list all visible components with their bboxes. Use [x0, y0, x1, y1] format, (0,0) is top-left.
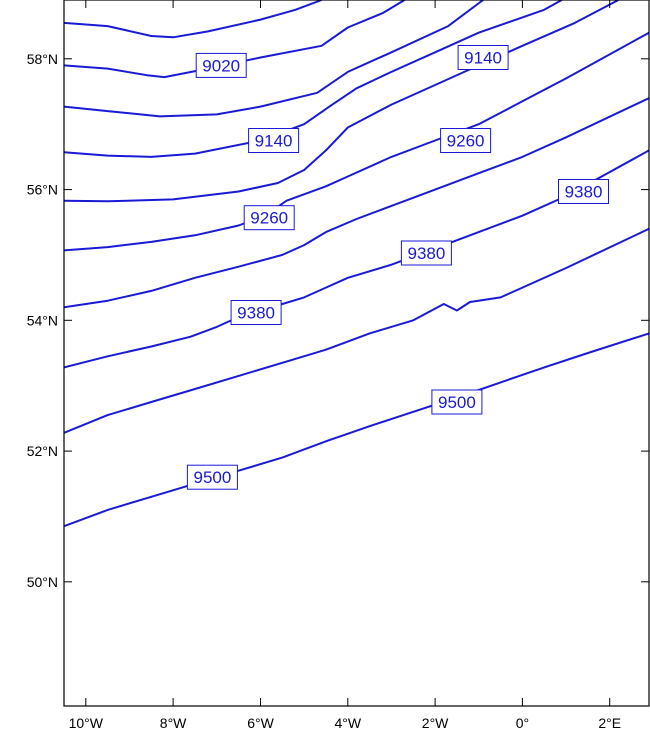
contour-label-9500: 9500: [186, 464, 238, 490]
contour-label-text: 9380: [565, 183, 603, 202]
contour-label-text: 9380: [237, 304, 275, 323]
x-tick-label: 8°W: [160, 715, 187, 731]
contour-line-9140: [64, 0, 563, 158]
x-tick-label: 2°E: [598, 715, 621, 731]
plot-frame: [63, 0, 650, 707]
contour-label-box: [230, 300, 282, 325]
contour-label-9260: 9260: [440, 128, 492, 153]
contour-label-text: 9500: [193, 468, 231, 487]
x-tick-label: 6°W: [247, 715, 274, 731]
contour-line-9200: [64, 0, 619, 203]
contour-label-9020: 9020: [195, 52, 247, 78]
y-tick-label: 58°N: [27, 51, 58, 67]
x-tick-label: 0°: [516, 715, 529, 731]
contour-label-text: 9020: [202, 56, 240, 75]
contour-label-9140: 9140: [457, 45, 509, 70]
y-tick-label: 50°N: [27, 574, 58, 590]
contour-label-text: 9380: [407, 244, 445, 263]
contour-label-text: 9140: [464, 49, 502, 68]
contour-label-9140: 9140: [248, 128, 300, 153]
x-axis: 10°W 8°W 6°W 4°W 2°W 0° 2°E: [69, 0, 621, 731]
contour-line-9440: [64, 227, 649, 434]
contour-label-box: [440, 128, 492, 153]
contour-label-text: 9140: [255, 132, 293, 151]
contour-label-box: [400, 240, 452, 266]
contour-line-9380: [64, 149, 649, 369]
x-tick-label: 10°W: [69, 715, 104, 731]
contour-label-9260: 9260: [243, 205, 295, 231]
contour-label-box: [431, 389, 483, 415]
contour-label-box: [243, 205, 295, 231]
contour-label-box: [248, 128, 300, 153]
contour-labels: 9020 9140 9140 9260 9260 9380 9380 9380 9500 9500: [186, 45, 609, 490]
contour-line-9080: [64, 0, 484, 118]
contour-label-9380: 9380: [230, 300, 282, 325]
contour-lines: [64, 0, 649, 528]
contour-label-box: [457, 45, 509, 70]
x-tick-label: 4°W: [334, 715, 361, 731]
contour-label-box: [186, 464, 238, 490]
y-tick-label: 52°N: [27, 443, 58, 459]
contour-label-box: [195, 52, 247, 78]
contour-label-box: [558, 179, 609, 204]
contour-label-text: 9260: [447, 132, 485, 151]
contour-label-9380: 9380: [400, 240, 452, 266]
contour-line-9320: [64, 97, 649, 309]
contour-label-9500: 9500: [431, 389, 483, 415]
contour-label-9380: 9380: [558, 179, 609, 204]
contour-label-text: 9260: [250, 209, 288, 228]
contour-label-text: 9500: [438, 393, 476, 412]
contour-line-9500: [64, 332, 649, 528]
y-tick-label: 56°N: [27, 182, 58, 198]
contour-line-8980: [64, 0, 322, 39]
x-tick-label: 2°W: [422, 715, 449, 731]
contour-line-9260: [64, 31, 649, 252]
y-tick-label: 54°N: [27, 312, 58, 328]
y-axis: 50°N 52°N 54°N 56°N 58°N: [27, 51, 649, 590]
